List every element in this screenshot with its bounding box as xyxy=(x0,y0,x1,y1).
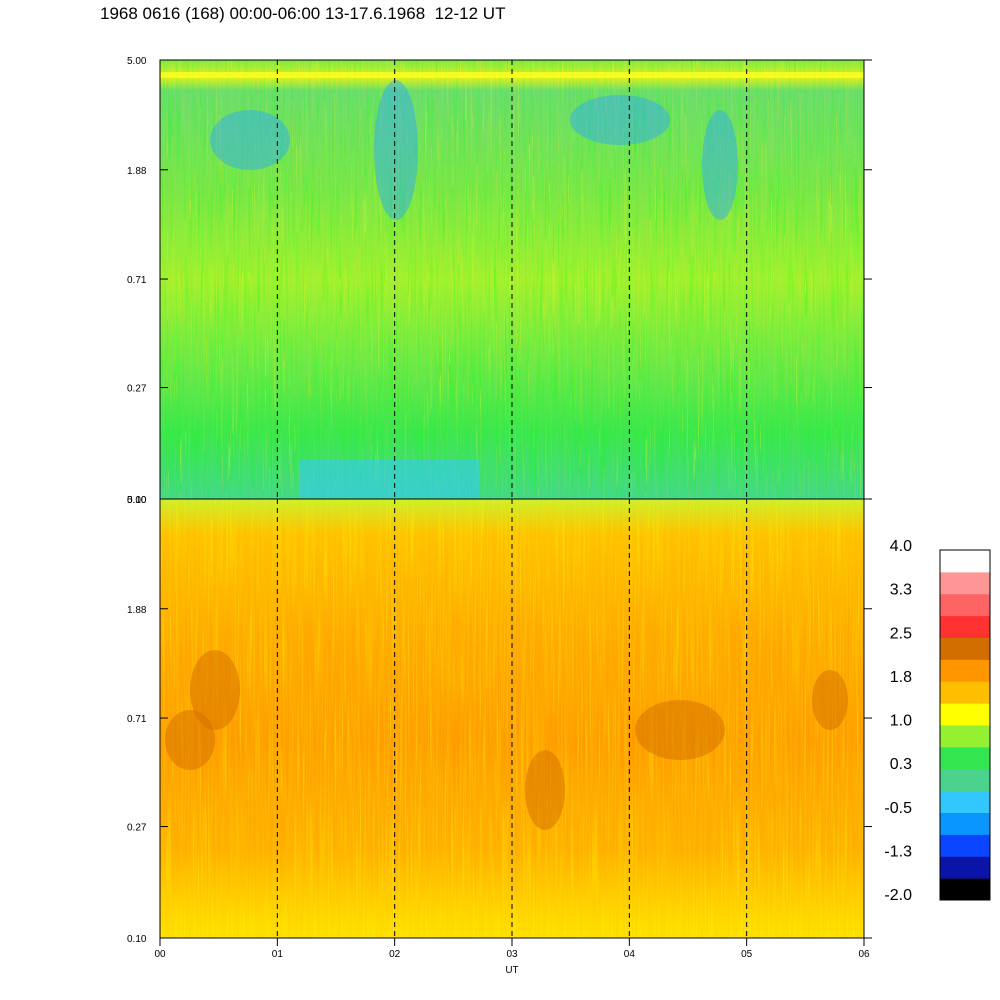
y-tick-label: 0.71 xyxy=(127,275,147,286)
colorbar-segment xyxy=(940,812,990,835)
x-tick-label: 06 xyxy=(858,949,870,960)
y-tick-label: 5.00 xyxy=(127,56,147,67)
colorbar-segment xyxy=(940,878,990,901)
chart-title: 1968 0616 (168) 00:00-06:00 13-17.6.1968… xyxy=(100,4,506,23)
upper-minimum-patch xyxy=(210,110,290,170)
colorbar-tick-label: -2.0 xyxy=(884,887,912,904)
colorbar-segment xyxy=(940,615,990,638)
lower-maximum-patch xyxy=(635,700,725,760)
x-tick-label: 01 xyxy=(272,949,284,960)
x-tick-label: 02 xyxy=(389,949,401,960)
y-tick-label: 0.71 xyxy=(127,714,147,725)
y-tick-label: 1.88 xyxy=(127,605,147,616)
lower-maximum-patch xyxy=(812,670,848,730)
colorbar-tick-label: -0.5 xyxy=(884,800,912,817)
y-tick-label: 0.10 xyxy=(127,934,147,945)
y-tick-label: 5.00 xyxy=(127,495,147,506)
colorbar-tick-label: 0.3 xyxy=(890,756,912,773)
y-tick-label: 0.27 xyxy=(127,384,147,395)
y-tick-label: 0.27 xyxy=(127,823,147,834)
colorbar-segment xyxy=(940,856,990,879)
colorbar-segment xyxy=(940,681,990,704)
upper-top-band xyxy=(160,72,864,78)
colorbar-segment xyxy=(940,768,990,792)
y-tick-label: 1.88 xyxy=(127,166,147,177)
colorbar-tick-label: 2.5 xyxy=(890,625,912,642)
x-tick-label: 05 xyxy=(741,949,753,960)
x-tick-label: 00 xyxy=(154,949,166,960)
y-tick-label: 0.10 xyxy=(127,495,147,506)
colorbar-segment xyxy=(940,659,990,682)
colorbar-tick-label: 3.3 xyxy=(890,582,912,599)
colorbar-segment xyxy=(940,790,990,813)
upper-minimum-patch xyxy=(702,110,738,220)
colorbar-segment xyxy=(940,571,990,595)
lower-maximum-patch xyxy=(190,650,240,730)
x-tick-label: 04 xyxy=(624,949,636,960)
lower-maximum-patch xyxy=(525,750,565,830)
lower-maximum-patch xyxy=(165,710,215,770)
colorbar-tick-label: -1.3 xyxy=(884,843,912,860)
x-axis-label: UT xyxy=(505,965,518,976)
upper-minimum-patch xyxy=(374,80,418,220)
colorbar-tick-label: 4.0 xyxy=(890,538,912,555)
colorbar-segment xyxy=(940,834,990,857)
colorbar-frame xyxy=(939,549,991,901)
upper-minimum-patch xyxy=(570,95,670,145)
colorbar-tick-label: 1.8 xyxy=(890,669,912,686)
colorbar-segment xyxy=(940,746,990,770)
colorbar-segment xyxy=(940,593,990,617)
colorbar-segment xyxy=(940,725,990,748)
axes: 5.001.880.710.270.105.001.880.710.270.10… xyxy=(127,56,872,976)
colorbar-segment xyxy=(940,703,990,726)
colorbar-tick-label: 1.0 xyxy=(890,713,912,730)
colorbar: 4.0 3.3 2.5 1.8 1.0 0.3 -0.5 -1.3 -2.0 xyxy=(884,538,991,904)
upper-low-band xyxy=(300,460,480,498)
colorbar-segment xyxy=(940,637,990,660)
colorbar-segment xyxy=(940,550,990,573)
x-tick-label: 03 xyxy=(506,949,518,960)
